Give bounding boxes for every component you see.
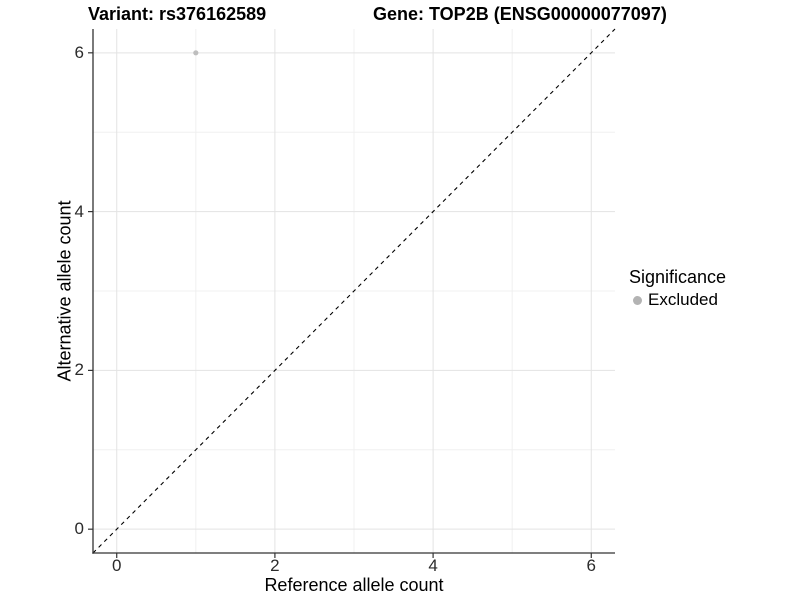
x-tick-label: 2 bbox=[270, 556, 280, 575]
x-tick-label: 0 bbox=[111, 556, 122, 575]
x-tick-label: 4 bbox=[428, 556, 438, 575]
legend-entry: Excluded bbox=[629, 290, 726, 310]
y-tick-label: 0 bbox=[74, 519, 84, 539]
y-tick-label: 2 bbox=[74, 360, 84, 380]
legend-entry-label: Excluded bbox=[648, 290, 718, 309]
data-point bbox=[193, 50, 199, 56]
legend-entries: Excluded bbox=[629, 290, 726, 310]
identity-dashed-line bbox=[92, 28, 616, 554]
legend: Significance Excluded bbox=[629, 266, 726, 310]
legend-title: Significance bbox=[629, 267, 727, 287]
gene-title: Gene: TOP2B (ENSG00000077097) bbox=[373, 4, 667, 24]
variant-title: Variant: rs376162589 bbox=[88, 4, 267, 24]
y-tick-label: 6 bbox=[74, 42, 84, 62]
y-tick-label: 4 bbox=[74, 201, 84, 221]
x-tick-label: 6 bbox=[586, 556, 596, 575]
y-axis-title: Alternative allele count bbox=[54, 200, 75, 382]
legend-point-icon bbox=[633, 295, 642, 305]
x-axis-title: Reference allele count bbox=[264, 575, 444, 595]
